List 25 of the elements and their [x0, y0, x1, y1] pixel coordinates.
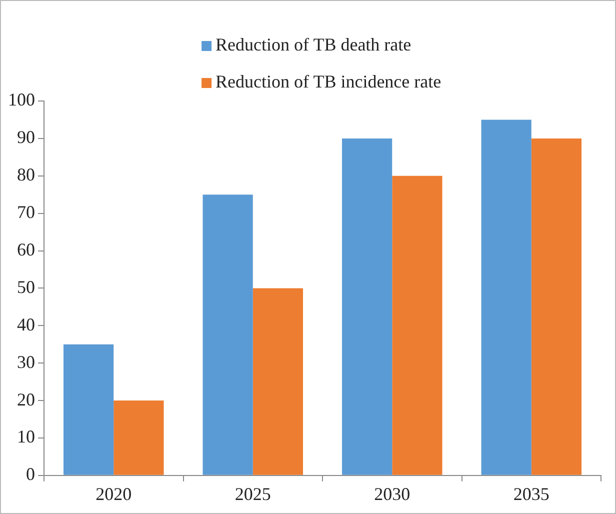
y-tick-label: 0 — [26, 464, 35, 484]
bar — [392, 176, 442, 475]
y-tick-label: 100 — [8, 90, 35, 110]
x-tick-label: 2035 — [513, 484, 550, 504]
bar — [481, 120, 532, 475]
bar — [531, 138, 582, 475]
y-tick-label: 40 — [17, 314, 35, 334]
bar — [114, 400, 164, 475]
x-tick-label: 2020 — [96, 484, 132, 504]
y-tick-label: 80 — [17, 164, 35, 185]
y-tick-label: 20 — [17, 389, 35, 410]
x-tick-label: 2025 — [234, 484, 271, 504]
bar — [252, 288, 304, 475]
y-tick-label: 60 — [17, 239, 35, 260]
y-tick-label: 50 — [17, 276, 35, 297]
bar — [202, 194, 253, 475]
y-tick-label: 70 — [17, 202, 35, 222]
legend-label: Reduction of TB death rate — [216, 34, 412, 55]
bar — [342, 138, 392, 475]
legend-label: Reduction of TB incidence rate — [216, 72, 442, 92]
y-tick-label: 10 — [17, 426, 35, 447]
x-tick-label: 2030 — [374, 484, 410, 504]
bar — [63, 344, 114, 475]
y-tick-label: 90 — [17, 127, 35, 148]
y-tick-label: 30 — [17, 352, 35, 372]
